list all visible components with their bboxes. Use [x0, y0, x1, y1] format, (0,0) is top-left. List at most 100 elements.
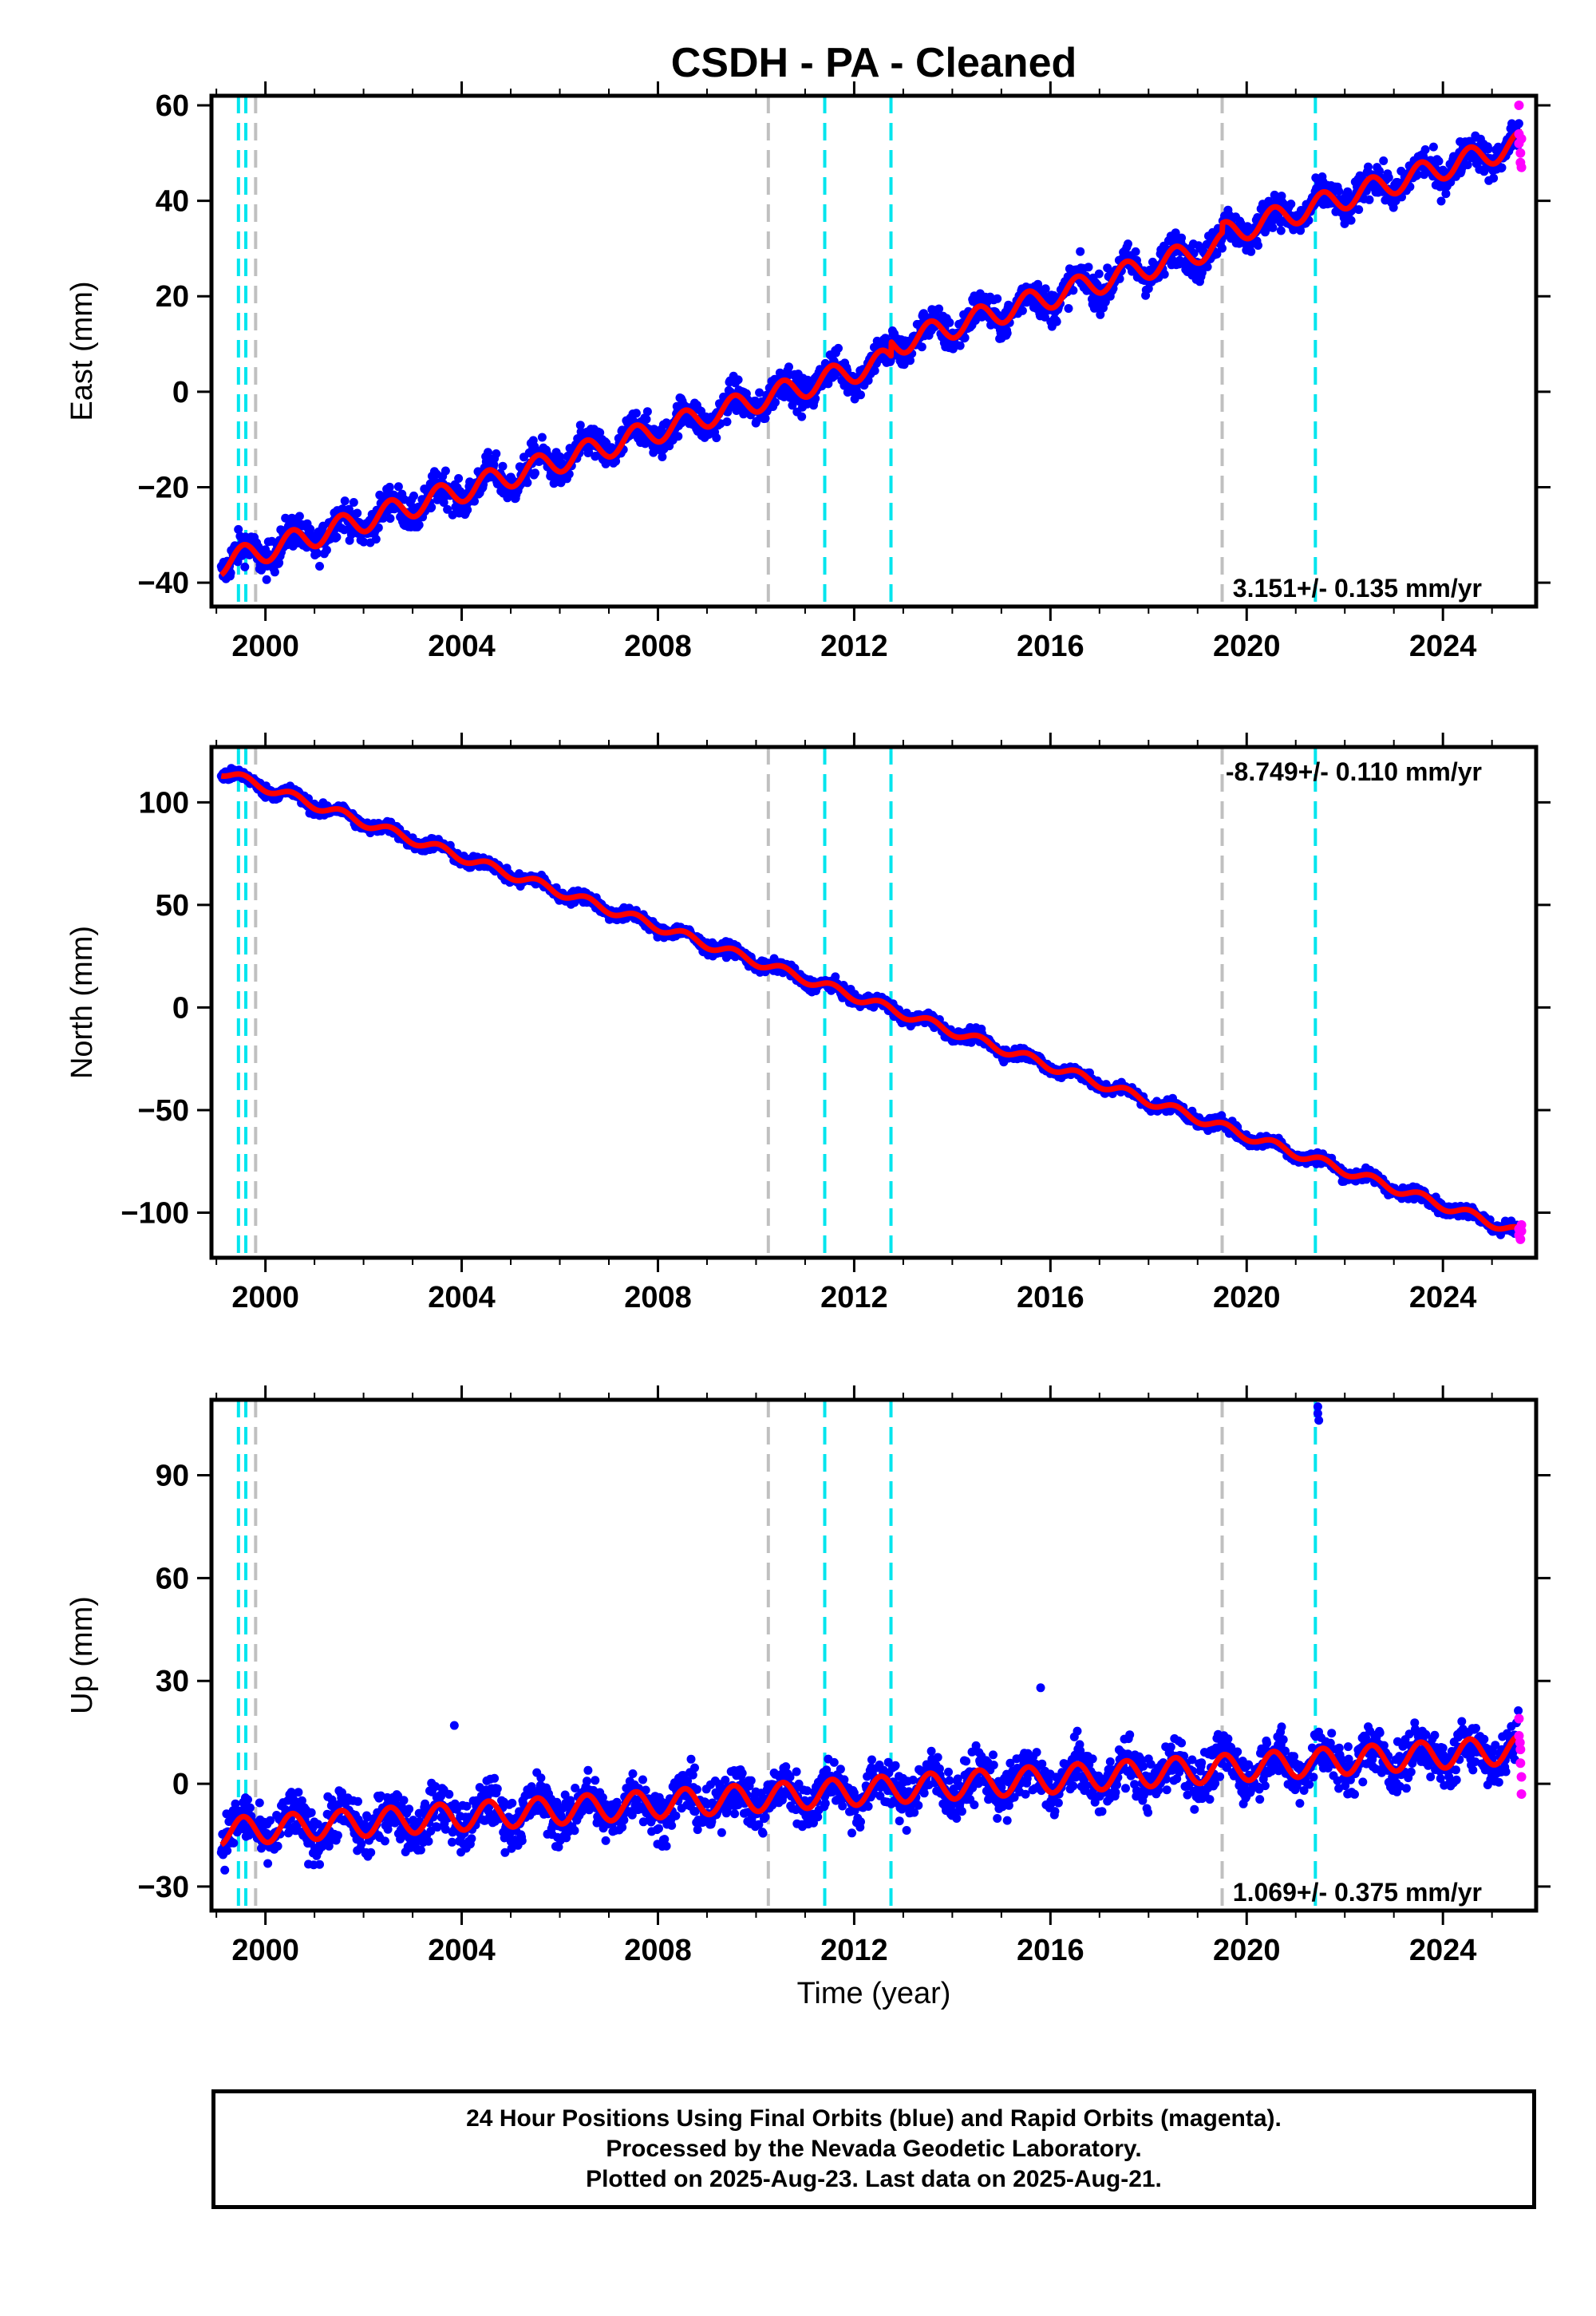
data-point — [1131, 247, 1140, 256]
velocity-label: -8.749+/- 0.110 mm/yr — [1226, 757, 1482, 786]
data-point — [1246, 247, 1256, 256]
data-point — [1144, 284, 1153, 294]
data-point — [1463, 160, 1472, 170]
north-panel: 2000 2004 2008 2012 2016 2020 2024−100−5005010… — [65, 733, 1551, 1314]
data-point — [755, 388, 764, 397]
velocity-label: 3.151+/- 0.135 mm/yr — [1233, 574, 1482, 603]
rapid-point — [1515, 1234, 1526, 1244]
data-point — [416, 1845, 425, 1855]
data-point — [1094, 269, 1104, 279]
data-point — [1052, 317, 1061, 326]
y-axis-label: East (mm) — [65, 281, 99, 421]
data-point — [970, 316, 980, 325]
data-point — [240, 562, 250, 571]
data-point — [1334, 186, 1344, 196]
data-point — [642, 414, 651, 424]
data-point — [1124, 239, 1132, 249]
y-tick-label: 0 — [172, 376, 189, 409]
x-tick-label: 2016 — [1017, 630, 1084, 663]
data-point — [870, 366, 879, 375]
data-point — [537, 433, 547, 442]
x-tick-label: 2004 — [428, 630, 496, 663]
y-tick-label: −40 — [138, 567, 189, 600]
data-point — [1177, 233, 1187, 243]
data-point — [1483, 144, 1493, 154]
data-point — [631, 409, 641, 418]
data-point — [1084, 263, 1093, 272]
data-point — [385, 482, 394, 492]
data-point — [263, 1859, 273, 1868]
data-point — [1064, 304, 1073, 313]
y-tick-label: −50 — [138, 1094, 189, 1128]
data-point — [306, 524, 315, 534]
data-point — [1276, 226, 1286, 235]
data-point — [470, 496, 479, 506]
data-point — [294, 512, 304, 521]
data-point — [492, 449, 501, 458]
data-point — [1017, 306, 1027, 315]
data-point — [531, 468, 539, 478]
data-point — [463, 505, 472, 515]
data-point — [454, 474, 464, 483]
data-point — [771, 397, 780, 407]
data-point — [385, 514, 395, 524]
x-tick-label: 2020 — [1213, 630, 1281, 663]
data-point — [1340, 219, 1349, 228]
y-tick-label: 0 — [172, 991, 189, 1025]
data-point — [1197, 268, 1207, 278]
data-point — [1069, 286, 1078, 295]
data-point — [380, 1836, 389, 1846]
data-point — [349, 498, 358, 507]
data-point — [399, 1796, 409, 1805]
data-point — [824, 379, 833, 389]
data-point — [1203, 262, 1212, 271]
data-point — [1365, 195, 1374, 204]
data-point — [262, 575, 271, 584]
data-point — [1171, 228, 1180, 238]
data-point — [1420, 145, 1430, 154]
data-point — [243, 1795, 252, 1804]
rapid-point — [1516, 133, 1527, 144]
data-point — [359, 537, 369, 547]
data-point — [834, 343, 843, 353]
data-point — [1497, 163, 1507, 172]
data-point — [856, 390, 865, 400]
data-point — [906, 356, 915, 366]
data-point — [226, 568, 235, 578]
x-tick-label: 2024 — [1409, 1281, 1477, 1314]
x-tick-label: 2008 — [624, 630, 692, 663]
data-point — [1076, 247, 1085, 256]
x-tick-label: 2008 — [624, 1281, 692, 1314]
data-point — [797, 412, 807, 421]
data-point — [658, 453, 667, 461]
data-point — [1346, 215, 1356, 225]
data-point — [1041, 284, 1050, 294]
data-point — [1428, 142, 1438, 152]
rapid-point — [1514, 100, 1524, 110]
data-point — [960, 333, 970, 342]
y-tick-label: 40 — [156, 185, 189, 219]
chart-title: CSDH - PA - Cleaned — [671, 40, 1077, 86]
plot-area — [216, 1400, 1527, 1911]
data-point — [1419, 152, 1428, 162]
data-point — [955, 341, 965, 350]
data-point — [371, 535, 381, 544]
y-axis-label: North (mm) — [65, 926, 99, 1079]
data-point — [393, 482, 403, 492]
rapid-point — [1515, 148, 1526, 158]
data-point — [1002, 329, 1012, 338]
data-point — [722, 417, 732, 426]
data-point — [255, 1798, 264, 1808]
data-point — [788, 401, 797, 410]
data-point — [784, 362, 793, 372]
data-point — [733, 375, 743, 385]
east-panel: 2000 2004 2008 2012 2016 2020 2024−40−20020406… — [65, 81, 1551, 663]
data-point — [313, 548, 322, 558]
data-point — [223, 1846, 232, 1856]
data-point — [373, 523, 383, 532]
data-point — [333, 1831, 342, 1840]
data-point — [934, 304, 944, 314]
data-point — [1375, 166, 1384, 176]
data-point — [306, 1808, 316, 1817]
x-tick-label: 2016 — [1017, 1281, 1084, 1314]
